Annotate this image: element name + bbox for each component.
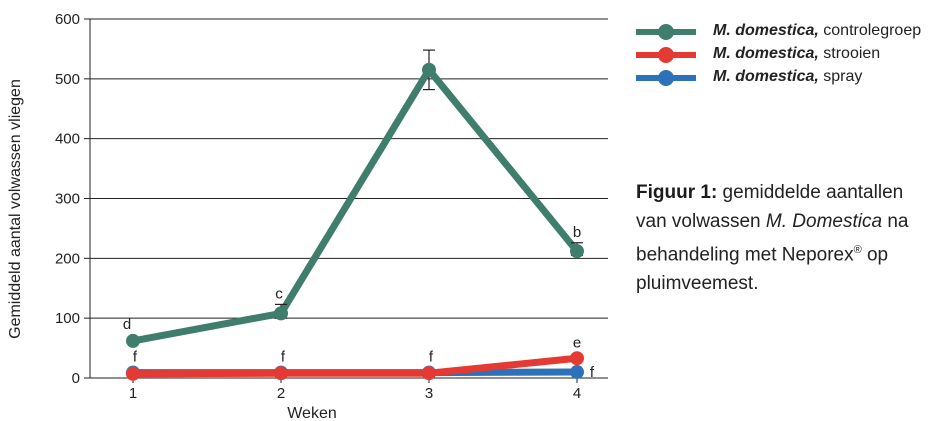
figure-caption: Figuur 1: gemiddelde aantallen van volwa… — [636, 178, 936, 298]
legend-treatment: spray — [823, 68, 863, 85]
significance-label: f — [590, 364, 595, 381]
y-tick-label: 200 — [55, 250, 80, 267]
data-point — [274, 306, 288, 321]
legend-treatment: controlegroep — [823, 22, 922, 39]
caption-text-after: na behandeling met Neporex — [636, 211, 909, 266]
legend-swatch — [636, 47, 696, 63]
data-point — [570, 351, 584, 366]
y-axis-label: Gemiddeld aantal volwassen vliegen — [7, 79, 24, 339]
legend-label: M. domestica, strooien — [713, 45, 880, 63]
x-tick-labels: 1 2 3 4 — [129, 385, 581, 402]
chart-grid — [90, 18, 608, 319]
series-line — [129, 66, 581, 345]
legend-species: M. domestica, — [713, 45, 819, 62]
data-point — [274, 366, 288, 381]
data-point — [126, 366, 140, 381]
x-tick-label: 3 — [425, 385, 433, 402]
y-tick-label: 500 — [55, 71, 80, 88]
significance-label: c — [275, 285, 283, 302]
legend-label: M. domestica, spray — [713, 68, 862, 86]
y-tick-label: 0 — [72, 370, 80, 387]
significance-label: f — [281, 349, 286, 366]
legend-swatch — [636, 70, 696, 86]
chart-axes — [84, 18, 608, 383]
legend-swatch — [636, 24, 696, 40]
data-point — [570, 244, 584, 259]
legend-treatment: strooien — [823, 45, 881, 62]
caption-text-end: op pluimveemest. — [636, 244, 889, 295]
registered-mark: ® — [853, 244, 862, 256]
series-line — [129, 354, 581, 378]
figure-label: Figuur 1: — [636, 182, 718, 203]
data-point — [422, 62, 436, 77]
significance-label: b — [573, 224, 581, 241]
caption-species: M. Domestica — [765, 211, 883, 232]
data-point — [570, 365, 584, 380]
data-point — [422, 366, 436, 381]
significance-label: f — [429, 349, 434, 366]
x-tick-label: 1 — [129, 385, 137, 402]
y-tick-labels: 0 100 200 300 400 500 600 — [55, 11, 80, 387]
significance-label: d — [123, 316, 131, 333]
error-bars — [275, 49, 583, 319]
y-tick-label: 100 — [55, 310, 80, 327]
legend-label: M. domestica, controlegroep — [713, 22, 921, 40]
legend-species: M. domestica, — [713, 22, 819, 39]
y-tick-label: 600 — [55, 11, 80, 28]
x-tick-label: 2 — [277, 385, 285, 402]
chart-series — [129, 66, 581, 378]
significance-label: f — [133, 349, 138, 366]
legend-species: M. domestica, — [713, 68, 819, 85]
y-tick-label: 400 — [55, 131, 80, 148]
y-tick-label: 300 — [55, 191, 80, 208]
chart-points — [126, 62, 584, 381]
x-tick-label: 4 — [573, 385, 581, 402]
data-point — [126, 333, 140, 348]
x-axis-label: Weken — [287, 405, 337, 421]
caption-text: gemiddelde aantallen van volwassen — [636, 182, 904, 232]
significance-label: e — [573, 334, 581, 351]
